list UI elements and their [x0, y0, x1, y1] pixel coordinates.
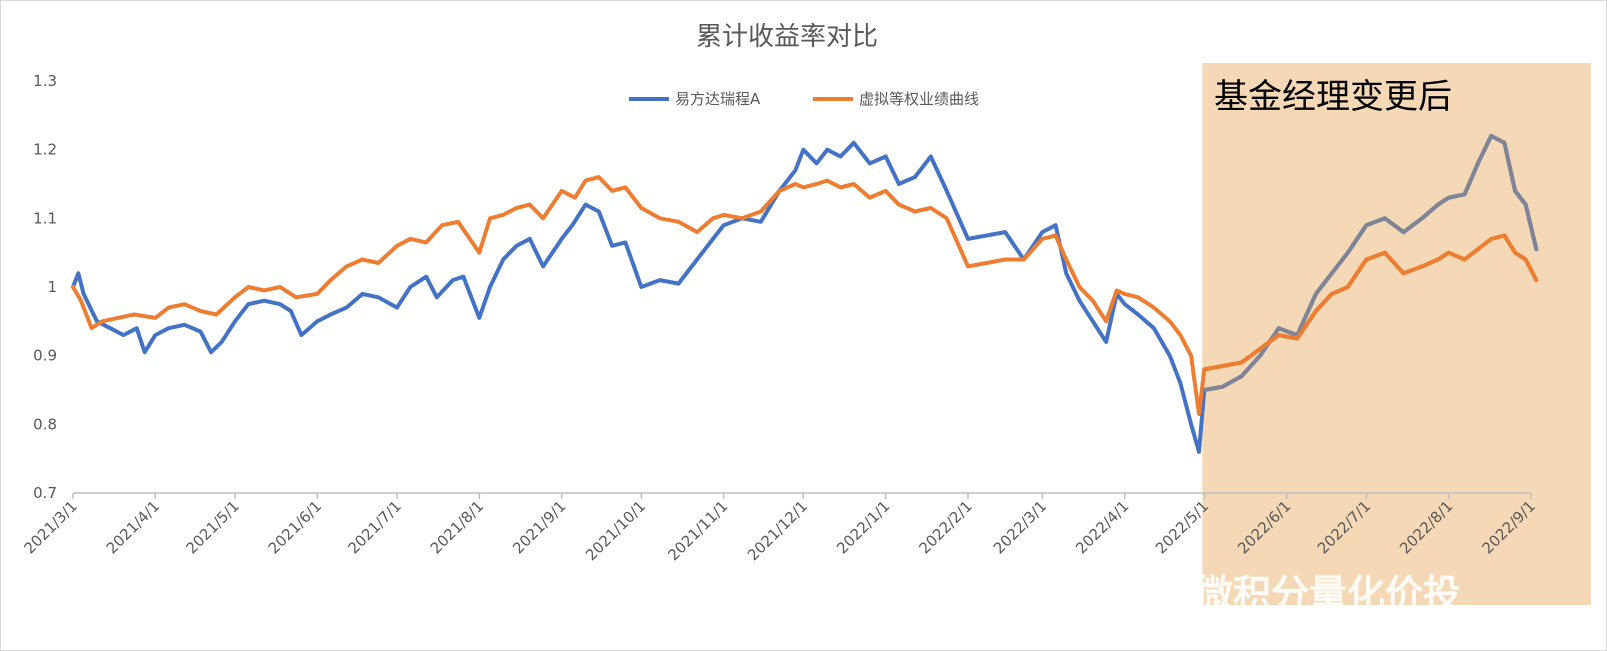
y-tick-label: 0.8	[33, 415, 57, 433]
x-tick-label: 2022/2/1	[915, 497, 975, 557]
x-tick-label: 2021/8/1	[427, 497, 487, 557]
chart-title: 累计收益率对比	[696, 22, 878, 52]
watermark-text: 雪球：微积分量化价投	[1081, 572, 1461, 616]
series-lines	[71, 133, 1539, 454]
x-tick-label: 2021/7/1	[344, 497, 404, 557]
highlight-region-label: 基金经理变更后	[1214, 77, 1452, 117]
x-tick-label: 2022/1/1	[833, 497, 893, 557]
x-tick-label: 2021/4/1	[103, 497, 163, 557]
y-tick-label: 0.9	[33, 347, 57, 365]
y-tick-label: 1	[47, 278, 57, 296]
x-tick-label: 2021/12/1	[744, 497, 811, 564]
y-tick-label: 1.3	[33, 72, 57, 90]
series-line-1-top	[1202, 233, 1539, 372]
x-tick-label: 2022/4/1	[1072, 497, 1132, 557]
x-tick-label: 2021/11/1	[664, 497, 731, 564]
highlight-region-rect	[1202, 63, 1591, 605]
watermark: 雪球：微积分量化价投	[1019, 566, 1461, 620]
x-tick-label: 2021/5/1	[182, 497, 242, 557]
legend: 易方达瑞程A 虚拟等权业绩曲线	[629, 90, 979, 108]
x-tick-label: 2021/6/1	[265, 497, 325, 557]
snowball-logo-icon	[1019, 566, 1073, 620]
highlight-region	[1202, 63, 1591, 605]
legend-label-1: 虚拟等权业绩曲线	[859, 90, 979, 108]
y-tick-label: 1.1	[33, 209, 57, 227]
legend-label-0: 易方达瑞程A	[675, 90, 761, 108]
x-tick-label: 2021/3/1	[20, 497, 80, 557]
x-tick-label: 2021/10/1	[582, 497, 649, 564]
x-tick-label: 2022/3/1	[990, 497, 1050, 557]
y-tick-label: 0.7	[33, 484, 57, 502]
y-tick-label: 1.2	[33, 141, 57, 159]
x-tick-label: 2021/9/1	[509, 497, 569, 557]
